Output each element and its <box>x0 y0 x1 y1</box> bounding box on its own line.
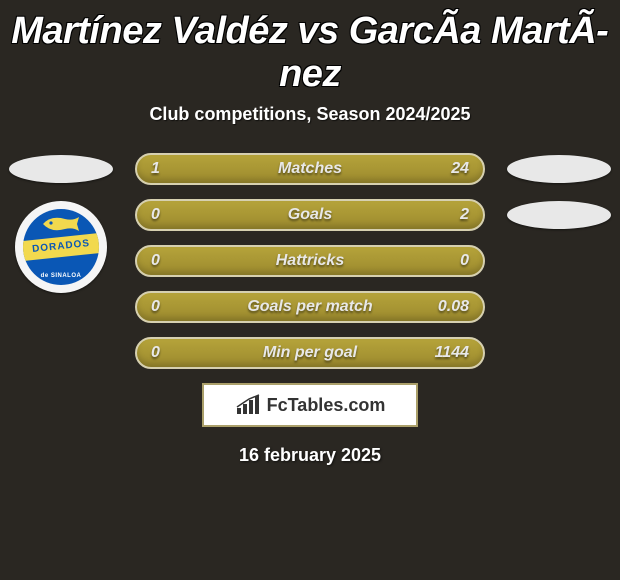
stat-left-value: 0 <box>151 206 160 224</box>
brand-text: FcTables.com <box>267 395 386 416</box>
left-player-column: DORADOS de SINALOA <box>6 153 116 293</box>
player-photo-placeholder-left <box>9 155 113 183</box>
page-title: Martínez Valdéz vs GarcÃ­a MartÃ­nez <box>0 8 620 104</box>
stat-left-value: 0 <box>151 344 160 362</box>
stat-left-value: 1 <box>151 160 160 178</box>
stat-right-value: 24 <box>451 160 469 178</box>
stat-right-value: 2 <box>460 206 469 224</box>
right-player-column <box>504 153 614 247</box>
fctables-link[interactable]: FcTables.com <box>202 383 418 427</box>
stat-label: Hattricks <box>137 252 483 270</box>
stat-bars: 1 Matches 24 0 Goals 2 0 Hattricks 0 0 G… <box>135 153 485 369</box>
stat-label: Min per goal <box>137 344 483 362</box>
stat-right-value: 0 <box>460 252 469 270</box>
crest-subtitle: de SINALOA <box>23 273 99 279</box>
club-crest-left: DORADOS de SINALOA <box>15 201 107 293</box>
stat-right-value: 1144 <box>435 344 469 362</box>
bar-chart-icon <box>235 394 261 416</box>
crest-inner: DORADOS de SINALOA <box>23 209 99 285</box>
page-subtitle: Club competitions, Season 2024/2025 <box>0 104 620 125</box>
stat-label: Goals <box>137 206 483 224</box>
content-area: DORADOS de SINALOA 1 Matches 24 0 Goals … <box>0 153 620 466</box>
stat-row-goals-per-match: 0 Goals per match 0.08 <box>135 291 485 323</box>
generation-date: 16 february 2025 <box>0 445 620 466</box>
stat-row-hattricks: 0 Hattricks 0 <box>135 245 485 277</box>
crest-name: DORADOS <box>23 231 99 262</box>
stat-label: Matches <box>137 160 483 178</box>
stat-label: Goals per match <box>137 298 483 316</box>
stat-row-matches: 1 Matches 24 <box>135 153 485 185</box>
player-photo-placeholder-right-2 <box>507 201 611 229</box>
stat-left-value: 0 <box>151 298 160 316</box>
stat-row-goals: 0 Goals 2 <box>135 199 485 231</box>
stat-row-min-per-goal: 0 Min per goal 1144 <box>135 337 485 369</box>
stat-right-value: 0.08 <box>438 298 469 316</box>
player-photo-placeholder-right-1 <box>507 155 611 183</box>
comparison-card: Martínez Valdéz vs GarcÃ­a MartÃ­nez Clu… <box>0 0 620 466</box>
stat-left-value: 0 <box>151 252 160 270</box>
